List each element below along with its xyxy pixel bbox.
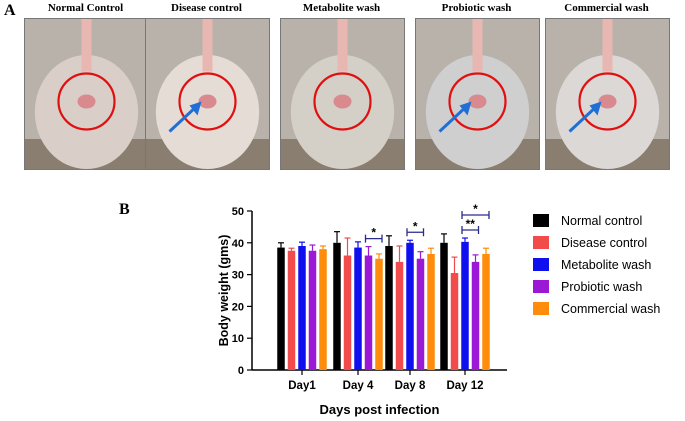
red-circle-marker xyxy=(57,72,116,131)
x-tick-label: Day 4 xyxy=(343,380,374,392)
bar xyxy=(385,245,393,370)
blue-arrow-icon xyxy=(568,104,599,133)
mouse-photo xyxy=(145,18,270,170)
mouse-tail-shape xyxy=(81,19,92,72)
inflamed-area-shape xyxy=(77,94,96,109)
legend-swatch xyxy=(533,280,549,293)
mouse-tail-shape xyxy=(337,19,348,72)
blue-arrow-head-icon xyxy=(189,101,202,116)
photo-caption: Commercial wash xyxy=(564,2,649,14)
significance-label: ** xyxy=(466,217,476,231)
significance-label: * xyxy=(371,226,376,240)
blue-arrow-head-icon xyxy=(589,101,602,116)
mouse-body-shape xyxy=(34,55,139,169)
y-tick-label: 10 xyxy=(232,333,244,345)
bar xyxy=(354,247,362,370)
mouse-photo xyxy=(24,18,149,170)
photo-panel: Commercial wash xyxy=(545,0,670,170)
bar xyxy=(333,242,341,370)
legend-label: Commercial wash xyxy=(561,302,660,316)
inflamed-area-shape xyxy=(198,94,217,109)
legend-swatch xyxy=(533,236,549,249)
mouse-body-shape xyxy=(555,55,660,169)
bar xyxy=(440,242,448,370)
red-circle-marker xyxy=(313,72,372,131)
x-tick-label: Day 12 xyxy=(446,380,483,392)
mouse-photo xyxy=(415,18,540,170)
mouse-photo xyxy=(280,18,405,170)
bar xyxy=(406,242,414,370)
inflamed-area-shape xyxy=(333,94,352,109)
y-tick-label: 0 xyxy=(238,365,244,377)
panel-b-label: B xyxy=(119,201,130,218)
bar xyxy=(287,250,296,370)
mouse-tail-shape xyxy=(202,19,213,72)
y-axis-title: Body weight (gms) xyxy=(217,235,231,347)
y-tick-label: 50 xyxy=(232,206,244,218)
red-circle-marker xyxy=(578,72,637,131)
photo-caption: Probiotic wash xyxy=(441,2,512,14)
bar xyxy=(461,241,469,370)
bar xyxy=(482,253,490,370)
bar xyxy=(375,258,383,370)
mouse-tail-shape xyxy=(472,19,483,72)
blue-arrow-icon xyxy=(438,104,469,133)
photo-panel: Normal Control xyxy=(24,0,149,170)
blue-arrow-head-icon xyxy=(459,101,472,116)
legend-label: Probiotic wash xyxy=(561,280,642,294)
bar xyxy=(416,258,425,370)
y-tick-label: 40 xyxy=(232,238,244,250)
y-tick-label: 30 xyxy=(232,270,244,282)
photo-panel: Metabolite wash xyxy=(280,0,405,170)
mouse-tail-shape xyxy=(602,19,613,72)
inflamed-area-shape xyxy=(598,94,617,109)
x-tick-label: Day1 xyxy=(288,380,316,392)
panel-a-label: A xyxy=(4,2,16,19)
photo-panel: Disease control xyxy=(145,0,270,170)
y-tick-label: 20 xyxy=(232,301,244,313)
mouse-body-shape xyxy=(290,55,395,169)
legend-label: Disease control xyxy=(561,236,647,250)
mouse-body-shape xyxy=(425,55,530,169)
mouse-body-shape xyxy=(155,55,260,169)
significance-label: * xyxy=(413,219,418,233)
legend-swatch xyxy=(533,214,549,227)
bar xyxy=(395,261,404,370)
photo-panel: Probiotic wash xyxy=(415,0,540,170)
photo-caption: Normal Control xyxy=(47,2,124,14)
red-circle-marker xyxy=(178,72,237,131)
legend-swatch xyxy=(533,302,549,315)
bar xyxy=(427,253,435,370)
bar xyxy=(277,247,285,370)
chart-axes: 0 10 20 30 40 50 Body weight (gms) Days post in… xyxy=(217,206,507,417)
legend-swatch xyxy=(533,258,549,271)
inflamed-area-shape xyxy=(468,94,487,109)
bar xyxy=(450,273,459,370)
photo-caption: Metabolite wash xyxy=(302,2,381,14)
photo-caption: Disease control xyxy=(171,2,242,14)
x-axis-title: Days post infection xyxy=(320,402,440,417)
significance-label: * xyxy=(473,202,478,216)
bar xyxy=(319,249,327,370)
red-circle-marker xyxy=(448,72,507,131)
bar xyxy=(308,250,317,370)
bar xyxy=(471,261,480,370)
legend-label: Normal control xyxy=(561,214,642,228)
blue-arrow-icon xyxy=(168,104,199,133)
x-tick-label: Day 8 xyxy=(395,380,426,392)
bar xyxy=(343,255,352,370)
bar xyxy=(298,245,306,370)
mouse-photo xyxy=(545,18,670,170)
legend-label: Metabolite wash xyxy=(561,258,651,272)
bar xyxy=(364,255,373,370)
